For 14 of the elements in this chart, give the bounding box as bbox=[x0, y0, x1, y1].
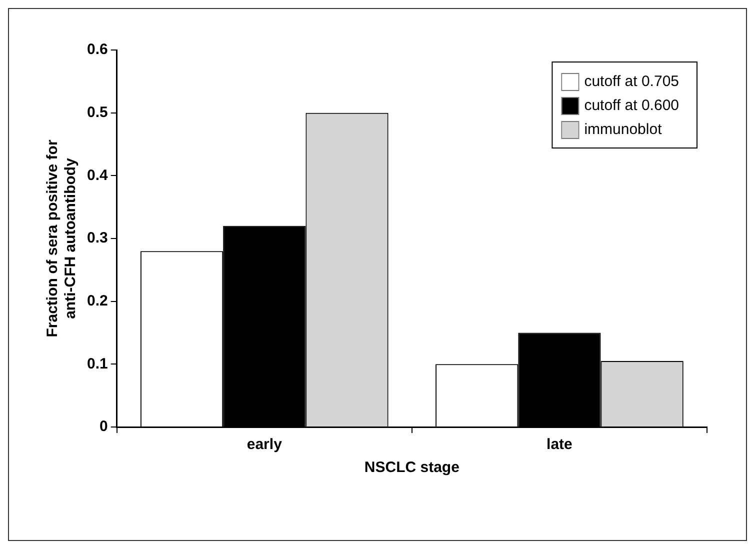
y-tick-label: 0.6 bbox=[86, 41, 108, 58]
legend-label: cutoff at 0.705 bbox=[584, 73, 680, 90]
x-tick-label: early bbox=[246, 436, 283, 454]
x-tick-label: late bbox=[546, 436, 572, 454]
y-tick-label: 0.4 bbox=[86, 166, 108, 184]
legend-label: immunoblot bbox=[584, 121, 663, 138]
y-tick-label: 0.1 bbox=[86, 355, 108, 372]
y-tick-label: 0 bbox=[100, 418, 108, 436]
y-tick-label: 0.2 bbox=[86, 292, 108, 310]
legend-label: cutoff at 0.600 bbox=[584, 97, 680, 114]
y-tick-label: 0.3 bbox=[86, 230, 108, 247]
y-axis-title: Fraction of sera positive for anti-CFH autoantibody bbox=[44, 140, 80, 338]
y-tick-label: 0.5 bbox=[86, 104, 108, 121]
x-axis-title: NSCLC stage bbox=[364, 459, 460, 476]
